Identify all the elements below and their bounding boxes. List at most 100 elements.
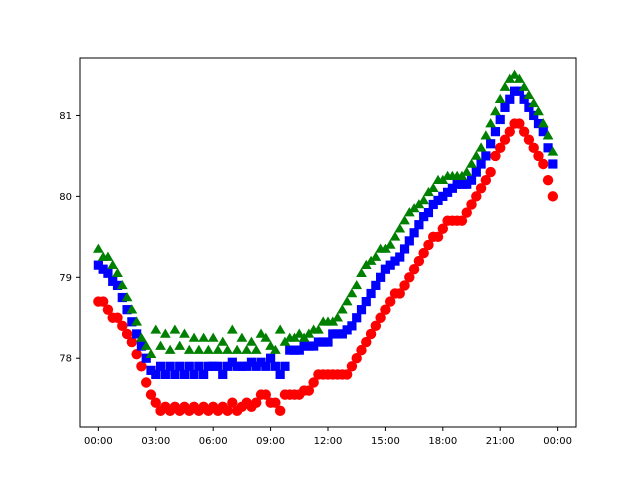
series-3-point-26 bbox=[212, 344, 224, 354]
series-3-point-71 bbox=[427, 182, 439, 193]
series-1-point-64 bbox=[394, 288, 405, 299]
axes-layer: 00:00 03:00 06:00 09:00 12:00 15:00 18:00 21:00… bbox=[59, 57, 577, 447]
series-2-point-76 bbox=[452, 179, 462, 189]
series-2-point-12 bbox=[146, 365, 156, 375]
series-2-point-6 bbox=[117, 292, 127, 303]
series-2-point-96 bbox=[548, 159, 558, 169]
series-3-point-30 bbox=[231, 344, 243, 354]
series-2-point-16 bbox=[165, 361, 175, 371]
series-2-point-53 bbox=[342, 325, 352, 335]
series-3-point-78 bbox=[461, 166, 473, 176]
series-2-point-81 bbox=[476, 159, 486, 169]
series-1-point-28 bbox=[222, 405, 233, 417]
series-3-point-93 bbox=[533, 106, 544, 116]
series-3-point-82 bbox=[480, 130, 492, 140]
series-2-point-26 bbox=[213, 361, 223, 371]
series-1-point-59 bbox=[370, 320, 382, 332]
series-2-point-49 bbox=[323, 337, 333, 347]
series-2-point-35 bbox=[256, 357, 266, 367]
series-2-point-57 bbox=[361, 296, 371, 307]
series-1-point-67 bbox=[408, 264, 420, 275]
series-2-point-17 bbox=[170, 369, 180, 379]
x-tick-label-6: 15:00 bbox=[371, 436, 400, 447]
series-2-point-52 bbox=[337, 329, 347, 339]
series-3-point-69 bbox=[418, 195, 430, 205]
series-1-point-81 bbox=[475, 183, 487, 194]
series-1-point-57 bbox=[361, 336, 372, 348]
series-3-point-17 bbox=[169, 324, 181, 334]
series-3-point-47 bbox=[313, 324, 324, 334]
x-tick-label-9: 00:00 bbox=[543, 436, 572, 447]
series-1-point-55 bbox=[351, 353, 362, 364]
series-3-point-13 bbox=[150, 324, 162, 334]
series-3-point-95 bbox=[542, 130, 554, 140]
series-2-point-20 bbox=[184, 361, 194, 371]
y-tick-label-2: 79 bbox=[59, 273, 72, 284]
series-2-point-13 bbox=[151, 369, 161, 379]
series-3-point-80 bbox=[470, 150, 482, 160]
series-3-point-62 bbox=[384, 239, 396, 249]
series-3-point-52 bbox=[336, 304, 348, 314]
series-3-point-29 bbox=[226, 324, 238, 334]
series-1-point-82 bbox=[480, 174, 492, 186]
series-1-point-87 bbox=[504, 126, 515, 137]
series-3-point-20 bbox=[183, 344, 195, 354]
series-3-point-39 bbox=[274, 324, 286, 334]
series-3-point-4 bbox=[107, 259, 119, 269]
series-1-point-69 bbox=[418, 247, 429, 259]
series-2-point-87 bbox=[505, 94, 515, 104]
series-1-point-72 bbox=[432, 231, 444, 243]
series-2-point-7 bbox=[122, 305, 132, 315]
series-2-point-32 bbox=[242, 361, 252, 371]
series-2-point-73 bbox=[438, 191, 448, 201]
series-1-point-60 bbox=[375, 312, 386, 323]
series-1-point-79 bbox=[466, 199, 477, 210]
series-1-point-78 bbox=[461, 207, 472, 218]
series-2-point-44 bbox=[299, 341, 309, 351]
series-1-point-95 bbox=[542, 174, 554, 186]
series-2-point-95 bbox=[543, 143, 553, 153]
series-3-point-64 bbox=[394, 223, 406, 233]
series-2-point-63 bbox=[390, 256, 400, 266]
series-2-point-72 bbox=[433, 195, 443, 206]
series-1-point-56 bbox=[356, 344, 367, 356]
series-1-point-53 bbox=[341, 369, 353, 380]
series-1-point-58 bbox=[365, 328, 377, 340]
series-1-point-46 bbox=[308, 377, 319, 388]
series-3-point-81 bbox=[475, 142, 487, 152]
series-1-point-92 bbox=[528, 142, 539, 154]
series-2-point-30 bbox=[232, 361, 242, 371]
series-2-point-78 bbox=[462, 179, 472, 189]
series-3-point-90 bbox=[518, 81, 530, 91]
series-2-point-10 bbox=[136, 341, 147, 351]
series-1-point-91 bbox=[523, 134, 535, 145]
series-2-point-60 bbox=[376, 272, 386, 282]
series-3-point-14 bbox=[155, 340, 166, 350]
series-3-point-54 bbox=[346, 288, 358, 298]
series-2-point-8 bbox=[127, 317, 137, 327]
series-1-point-93 bbox=[533, 150, 544, 162]
series-2-point-48 bbox=[318, 337, 328, 347]
series-1-point-66 bbox=[404, 272, 415, 283]
y-tick-label-1: 78 bbox=[59, 354, 72, 365]
series-3-point-22 bbox=[193, 344, 205, 354]
series-1-point-94 bbox=[538, 158, 549, 170]
series-3-point-3 bbox=[102, 251, 114, 261]
x-tick-label-4: 09:00 bbox=[256, 436, 285, 447]
series-2-point-92 bbox=[529, 110, 539, 121]
series-2-point-89 bbox=[514, 86, 524, 96]
series-1-point-70 bbox=[423, 239, 434, 251]
series-2-point-19 bbox=[179, 369, 190, 379]
series-2-point-43 bbox=[294, 345, 304, 355]
series-2-point-62 bbox=[385, 260, 395, 270]
series-3-point-33 bbox=[246, 336, 257, 346]
series-2-point-37 bbox=[265, 353, 276, 363]
series-2-point-85 bbox=[495, 114, 505, 125]
series-3-point-96 bbox=[547, 146, 559, 156]
series-2-point-79 bbox=[466, 175, 477, 185]
series-2-point-93 bbox=[533, 118, 544, 129]
series-2-point-83 bbox=[486, 139, 496, 149]
series-2-point-70 bbox=[423, 207, 434, 218]
series-1-point-10 bbox=[136, 361, 147, 372]
